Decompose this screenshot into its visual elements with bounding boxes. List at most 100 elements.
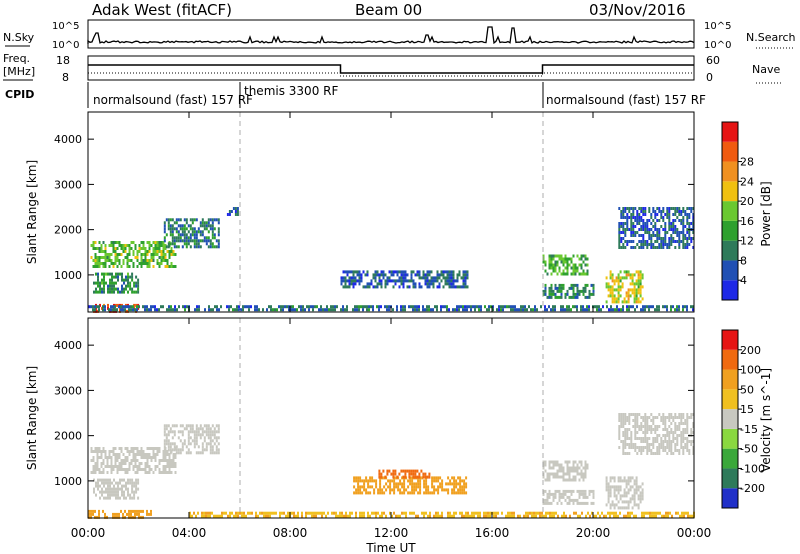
power-region-3 bbox=[163, 218, 220, 249]
cpid-segment-3: normalsound (fast) 157 RF bbox=[546, 93, 706, 107]
velocity-colorbar-tick-4: 15 bbox=[740, 403, 754, 416]
velocity-region-6 bbox=[378, 469, 431, 479]
time-tick-6: 20:00 bbox=[576, 526, 611, 540]
power-ylabel: Slant Range [km] bbox=[25, 160, 39, 264]
velocity-colorbar-label: Velocity [m s^-1] bbox=[759, 368, 773, 472]
power-colorbar-tick-3: 12 bbox=[740, 235, 754, 248]
power-colorbar-swatch-5 bbox=[722, 201, 738, 221]
freq-tick-top: 18 bbox=[56, 54, 70, 67]
velocity-colorbar-swatch-2 bbox=[722, 468, 738, 489]
time-tick-1: 00:00 bbox=[71, 526, 106, 540]
velocity-colorbar-swatch-9 bbox=[722, 330, 738, 350]
velocity-region-5 bbox=[353, 476, 468, 495]
velocity-region-3 bbox=[163, 424, 220, 455]
power-data-layer bbox=[88, 207, 695, 313]
velocity-region-7 bbox=[542, 460, 589, 482]
power-colorbar-swatch-3 bbox=[722, 240, 738, 261]
power-colorbar-swatch-4 bbox=[722, 220, 738, 241]
velocity-colorbar-tick-6: -50 bbox=[740, 443, 758, 456]
velocity-region-1 bbox=[90, 447, 177, 474]
station-title: Adak West (fitACF) bbox=[92, 1, 232, 19]
freq-label: Freq. bbox=[3, 52, 30, 65]
power-region-4 bbox=[226, 207, 239, 216]
time-tick-2: 04:00 bbox=[172, 526, 207, 540]
power-colorbar-swatch-1 bbox=[722, 280, 738, 300]
velocity-data-layer bbox=[88, 413, 695, 519]
power-colorbar-swatch-6 bbox=[722, 181, 738, 202]
nave-label: Nave bbox=[752, 63, 780, 76]
velocity-colorbar-tick-7: -100 bbox=[740, 462, 765, 475]
nsky-trace bbox=[87, 26, 695, 45]
nsearch-tick-bottom: 10^0 bbox=[704, 40, 731, 51]
velocity-panel: 1000 2000 3000 4000 Slant Range [km] 00:00 0… bbox=[25, 112, 711, 554]
nsky-label: N.Sky bbox=[3, 31, 35, 44]
power-region-6 bbox=[340, 270, 469, 289]
velocity-colorbar-tick-2: 100 bbox=[740, 364, 761, 377]
power-colorbar-tick-4: 16 bbox=[740, 215, 754, 228]
power-colorbar-label: Power [dB] bbox=[759, 181, 773, 246]
cpid-row: CPID normalsound (fast) 157 RF themis 33… bbox=[5, 82, 706, 108]
time-axis-label: Time UT bbox=[365, 541, 416, 554]
velocity-region-9 bbox=[605, 476, 644, 510]
velocity-colorbar-swatch-3 bbox=[722, 448, 738, 469]
velocity-ytick-3: 3000 bbox=[54, 384, 82, 397]
velocity-region-11 bbox=[189, 511, 695, 518]
velocity-region-2 bbox=[93, 478, 140, 500]
velocity-colorbar-tick-1: 200 bbox=[740, 344, 761, 357]
power-ytick-2: 2000 bbox=[54, 224, 82, 237]
power-ytick-3: 3000 bbox=[54, 178, 82, 191]
power-region-7 bbox=[542, 254, 589, 276]
velocity-ylabel: Slant Range [km] bbox=[25, 366, 39, 470]
freq-trace bbox=[88, 64, 694, 74]
beam-label: Beam 00 bbox=[355, 1, 422, 19]
power-colorbar-swatch-8 bbox=[722, 141, 738, 162]
freq-unit: [MHz] bbox=[3, 65, 35, 78]
velocity-colorbar-swatch-1 bbox=[722, 488, 738, 508]
time-tick-4: 12:00 bbox=[374, 526, 409, 540]
power-ytick-1: 1000 bbox=[54, 269, 82, 282]
nave-tick-top: 60 bbox=[706, 54, 720, 67]
nave-trace bbox=[88, 72, 694, 77]
power-region-10 bbox=[618, 207, 695, 249]
power-colorbar-swatch-7 bbox=[722, 161, 738, 182]
power-colorbar-tick-7: 28 bbox=[740, 156, 754, 169]
velocity-ytick-4: 4000 bbox=[54, 339, 82, 352]
nsky-tick-bottom: 10^0 bbox=[52, 40, 79, 51]
velocity-colorbar-tick-3: 50 bbox=[740, 383, 754, 396]
power-region-9 bbox=[605, 270, 644, 304]
nsky-panel: N.Sky 10^5 10^0 10^5 10^0 N.Search bbox=[3, 19, 796, 51]
velocity-colorbar-tick-5: -15 bbox=[740, 423, 758, 436]
power-colorbar-swatch-9 bbox=[722, 122, 738, 142]
nsearch-label: N.Search bbox=[746, 31, 796, 44]
velocity-ytick-1: 1000 bbox=[54, 475, 82, 488]
nsky-tick-top: 10^5 bbox=[52, 21, 79, 32]
velocity-colorbar-swatch-5 bbox=[722, 409, 738, 429]
nave-tick-bottom: 0 bbox=[706, 71, 713, 84]
nsearch-tick-top: 10^5 bbox=[704, 21, 731, 32]
power-colorbar-tick-6: 24 bbox=[740, 175, 754, 188]
cpid-segment-2: themis 3300 RF bbox=[244, 84, 338, 98]
velocity-region-4 bbox=[88, 509, 152, 519]
power-ytick-4: 4000 bbox=[54, 133, 82, 146]
velocity-colorbar-swatch-4 bbox=[722, 428, 738, 449]
velocity-colorbar-swatch-7 bbox=[722, 369, 738, 390]
cpid-segment-1: normalsound (fast) 157 RF bbox=[93, 93, 253, 107]
cpid-label: CPID bbox=[5, 88, 34, 101]
power-colorbar-tick-1: 4 bbox=[740, 274, 747, 287]
velocity-colorbar-swatch-6 bbox=[722, 389, 738, 410]
power-region-1 bbox=[90, 241, 177, 268]
velocity-region-10 bbox=[618, 413, 695, 455]
time-tick-7: 00:00 bbox=[677, 526, 712, 540]
freq-panel: Freq. [MHz] 18 8 60 0 Nave bbox=[3, 52, 782, 84]
power-region-2 bbox=[93, 272, 140, 294]
time-tick-3: 08:00 bbox=[273, 526, 308, 540]
date-label: 03/Nov/2016 bbox=[589, 1, 686, 19]
power-region-8 bbox=[542, 283, 595, 299]
velocity-colorbar-tick-8: -200 bbox=[740, 482, 765, 495]
power-region-11 bbox=[88, 305, 694, 312]
power-colorbar-tick-5: 20 bbox=[740, 195, 754, 208]
power-panel: 1000 2000 3000 4000 Slant Range [km] bbox=[25, 111, 695, 313]
velocity-colorbar-swatch-8 bbox=[722, 349, 738, 370]
velocity-colorbar: 200 100 50 15 -15 -50 -100 -200 Velocity [m s^-… bbox=[721, 329, 773, 509]
